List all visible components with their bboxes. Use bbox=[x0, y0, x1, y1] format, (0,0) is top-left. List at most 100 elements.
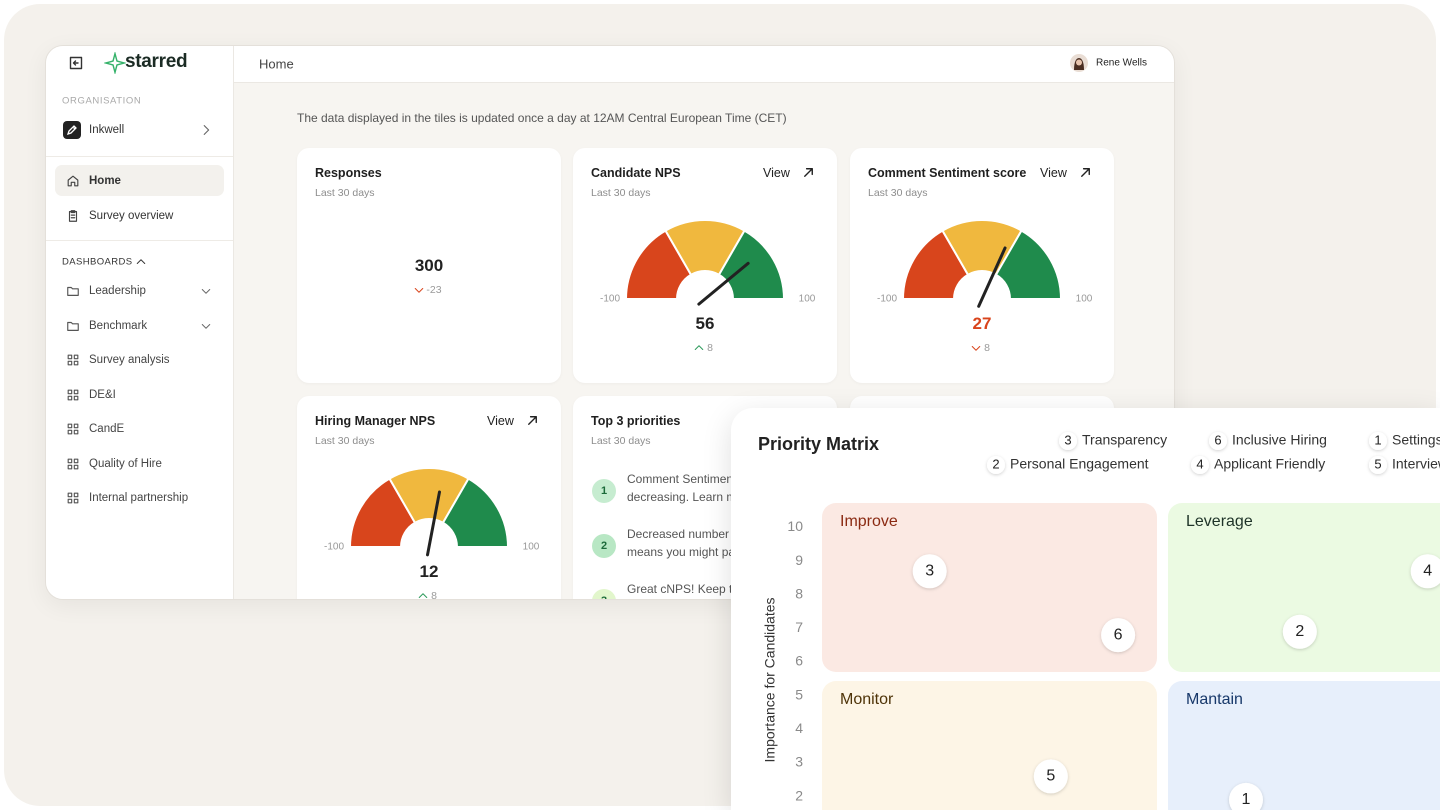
dashboard-item[interactable]: Benchmark bbox=[89, 319, 148, 332]
y-tick-label: 6 bbox=[795, 653, 803, 669]
icon-path bbox=[67, 175, 79, 187]
folder-icon bbox=[67, 286, 79, 296]
quadrant bbox=[822, 681, 1157, 810]
tile-title: Hiring Manager NPS bbox=[315, 414, 436, 428]
gauge: -100 100 bbox=[324, 467, 540, 557]
org-logo-bg bbox=[63, 121, 81, 139]
tile-title: Comment Sentiment score bbox=[868, 166, 1027, 180]
legend-badge bbox=[1369, 432, 1387, 450]
quadrant-label: Mantain bbox=[1186, 691, 1243, 708]
y-tick-label: 2 bbox=[795, 787, 803, 803]
tile-period: Last 30 days bbox=[315, 435, 375, 447]
view-link[interactable]: View bbox=[1040, 166, 1067, 180]
y-tick-label: 3 bbox=[795, 754, 803, 770]
tile-period: Last 30 days bbox=[868, 187, 928, 199]
down-icon bbox=[201, 289, 211, 294]
icon-path bbox=[136, 259, 146, 264]
gauge-needle bbox=[426, 490, 441, 557]
icon-path bbox=[804, 168, 813, 177]
point-label: 1 bbox=[1242, 791, 1251, 808]
gauge-min: -100 bbox=[324, 542, 344, 553]
gauge-max: 100 bbox=[523, 542, 540, 553]
dashboard-item[interactable]: Survey analysis bbox=[89, 354, 170, 366]
icon-path bbox=[528, 416, 537, 425]
down-icon bbox=[414, 287, 423, 293]
dashboard-item[interactable]: CandE bbox=[89, 423, 125, 435]
tile: Comment Sentiment score Last 30 days View 2… bbox=[850, 148, 1114, 383]
icon-path bbox=[694, 345, 704, 351]
grid-icon bbox=[67, 389, 79, 400]
gauge-segment bbox=[441, 477, 510, 548]
up-icon bbox=[136, 259, 146, 264]
matrix-point bbox=[1228, 782, 1263, 810]
matrix-point bbox=[1410, 554, 1440, 589]
icon-path bbox=[203, 125, 210, 135]
tile-period: Last 30 days bbox=[591, 435, 651, 447]
legend-number: 1 bbox=[1374, 432, 1381, 447]
home-icon bbox=[67, 175, 79, 187]
tile-delta: 8 bbox=[707, 342, 713, 354]
grid-icon bbox=[67, 423, 79, 435]
gauge-segment bbox=[388, 467, 470, 525]
rank-badge: 3 bbox=[592, 589, 616, 599]
tile-delta: 8 bbox=[431, 590, 437, 600]
icon-path bbox=[67, 354, 79, 366]
icon-path bbox=[68, 209, 78, 222]
avatar-face bbox=[1076, 59, 1082, 66]
tile-value: 300 bbox=[414, 256, 444, 275]
dashboards-label: DASHBOARDS bbox=[62, 256, 133, 268]
top-bar: Home Rene Wells bbox=[234, 46, 1174, 83]
logo-star-path bbox=[104, 52, 126, 74]
dashboard-item[interactable]: DE&I bbox=[89, 388, 116, 401]
icon-path bbox=[418, 593, 428, 599]
gauge: -100 100 bbox=[600, 219, 816, 306]
ne-icon bbox=[1081, 168, 1090, 177]
grid-icon bbox=[67, 492, 79, 504]
divider bbox=[46, 240, 233, 241]
quadrant bbox=[1168, 681, 1440, 810]
grid-icon bbox=[67, 354, 79, 366]
icon-path bbox=[67, 321, 79, 331]
legend-name: Personal Engagement bbox=[1010, 456, 1149, 472]
quadrant-label: Monitor bbox=[840, 691, 894, 708]
icon-path bbox=[67, 389, 79, 400]
org-label: ORGANISATION bbox=[62, 95, 142, 107]
legend-number: 4 bbox=[1196, 456, 1203, 471]
gauge: -100 100 bbox=[877, 219, 1093, 308]
legend-number: 6 bbox=[1214, 432, 1221, 447]
user-name: Rene Wells bbox=[1096, 57, 1147, 69]
rank-badge: 1 bbox=[592, 479, 616, 503]
gauge-segment bbox=[664, 219, 746, 277]
brand: starred bbox=[125, 51, 188, 72]
app-window: starred ORGANISATION Inkwell Home Survey ove… bbox=[45, 45, 1175, 600]
matrix-point bbox=[1282, 614, 1317, 649]
tile-value: 27 bbox=[972, 314, 992, 333]
legend-badge bbox=[987, 456, 1005, 474]
tile: Candidate NPS Last 30 days View 56 8 -100 100 bbox=[573, 148, 837, 383]
gauge-max: 100 bbox=[1076, 294, 1093, 305]
tile: Hiring Manager NPS Last 30 days View 12 8 -10… bbox=[297, 396, 561, 600]
folder-icon bbox=[67, 321, 79, 331]
dashboard-item[interactable]: Leadership bbox=[89, 285, 146, 297]
legend-name: Settings bbox=[1392, 432, 1440, 448]
doc-icon bbox=[68, 209, 78, 222]
matrix-chart: Priority Matrix Improve Leverage Monitor Man… bbox=[758, 432, 1440, 810]
divider bbox=[46, 156, 233, 157]
view-link[interactable]: View bbox=[487, 414, 514, 428]
nav-item[interactable]: Survey overview bbox=[89, 209, 174, 222]
matrix-title: Priority Matrix bbox=[758, 434, 879, 454]
legend-name: Applicant Friendly bbox=[1214, 456, 1325, 472]
rank-badge: 2 bbox=[592, 534, 616, 558]
logo-star bbox=[104, 52, 126, 74]
point-label: 6 bbox=[1114, 626, 1123, 643]
point-label: 3 bbox=[925, 562, 934, 579]
point-label: 5 bbox=[1046, 768, 1055, 785]
legend-badge bbox=[1059, 432, 1077, 450]
tile-period: Last 30 days bbox=[315, 187, 375, 199]
dashboard-item[interactable]: Internal partnership bbox=[89, 492, 189, 504]
dashboard-item[interactable]: Quality of Hire bbox=[89, 457, 162, 470]
view-link[interactable]: View bbox=[763, 166, 790, 180]
nav-item[interactable]: Home bbox=[89, 175, 121, 187]
notice: The data displayed in the tiles is updat… bbox=[297, 111, 787, 125]
tile-delta: -23 bbox=[426, 284, 442, 296]
